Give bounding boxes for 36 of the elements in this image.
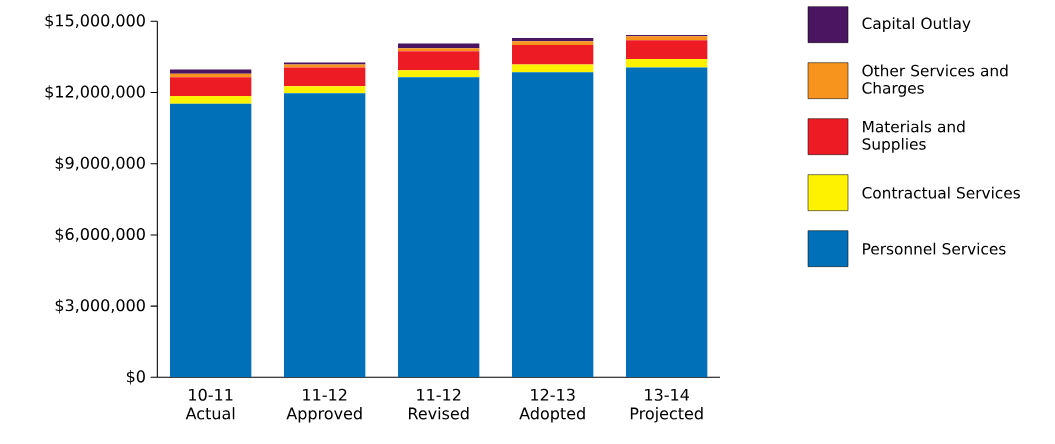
legend-label: Capital Outlay — [862, 17, 971, 33]
bar — [512, 41, 594, 46]
y-tick-label: $6,000,000 — [55, 227, 145, 243]
bar — [626, 40, 708, 60]
y-tick-label: $0 — [126, 370, 145, 385]
legend-label: Contractual Services — [862, 186, 1020, 199]
bar — [398, 43, 480, 49]
bar — [626, 36, 708, 41]
bar — [398, 51, 480, 71]
bar — [398, 77, 480, 378]
bar — [170, 77, 252, 97]
x-tick-label: 13-14 Projected — [630, 388, 703, 423]
bar — [284, 93, 366, 378]
y-tick-label: $15,000,000 — [45, 14, 145, 29]
x-tick-label: 11-12 Approved — [286, 388, 362, 423]
bar — [170, 103, 252, 378]
bar — [512, 37, 594, 42]
x-tick-label: 11-12 Revised — [408, 388, 469, 420]
bar — [626, 67, 708, 378]
bar — [398, 70, 480, 78]
y-tick-label: $3,000,000 — [55, 298, 145, 314]
text: Personnel Services — [863, 242, 1006, 255]
bar — [284, 67, 366, 87]
bar — [626, 59, 708, 68]
bar — [284, 86, 366, 94]
bar — [170, 69, 252, 74]
x-tick-label: 10-11 Actual — [185, 388, 235, 420]
bar — [170, 96, 252, 104]
x-tick-label: 12-13 Adopted — [519, 388, 585, 423]
y-tick-label: $12,000,000 — [45, 85, 145, 100]
y-tick-label: $9,000,000 — [55, 156, 145, 171]
legend-label: Other Services and Charges — [862, 64, 1008, 97]
bar — [512, 72, 594, 378]
bar — [512, 45, 594, 65]
bar — [398, 48, 480, 52]
legend-label: Materials and Supplies — [862, 120, 965, 153]
